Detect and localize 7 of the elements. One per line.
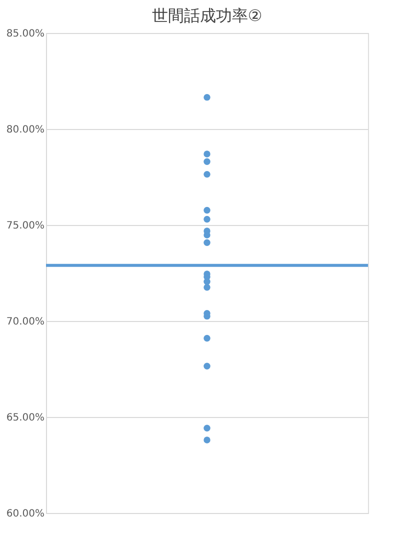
y-tick-label: 60.00% <box>6 508 44 520</box>
y-tick-label: 75.00% <box>6 220 44 232</box>
y-tick-label: 65.00% <box>6 412 44 424</box>
chart-title: 世間話成功率② <box>152 6 262 25</box>
y-tick-label: 70.00% <box>6 316 44 328</box>
y-tick-label: 80.00% <box>6 124 44 136</box>
y-tick-label: 85.00% <box>6 28 44 40</box>
